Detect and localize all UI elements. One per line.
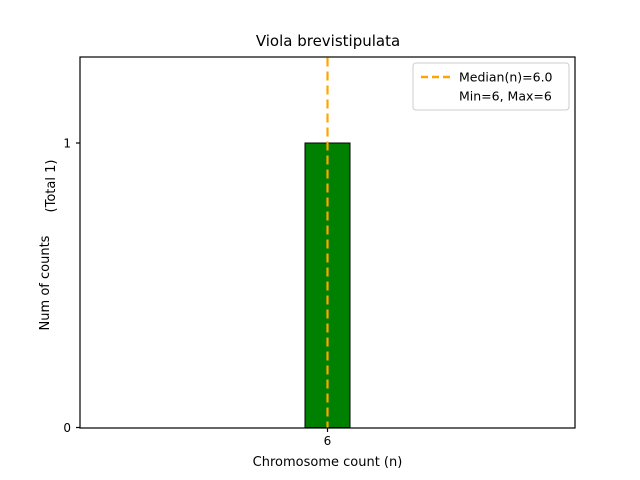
legend-entry-median: Median(n)=6.0 bbox=[459, 70, 553, 85]
ytick-label-0: 0 bbox=[63, 421, 71, 435]
ytick-label-1: 1 bbox=[63, 137, 71, 151]
chart-title: Viola brevistipulata bbox=[256, 32, 400, 50]
xtick-label-6: 6 bbox=[324, 434, 332, 448]
legend-box bbox=[412, 62, 570, 111]
x-axis-label: Chromosome count (n) bbox=[253, 455, 403, 470]
legend-entry-minmax: Min=6, Max=6 bbox=[459, 89, 552, 104]
y-axis-total-label: (Total 1) bbox=[44, 160, 59, 213]
legend: Median(n)=6.0 Min=6, Max=6 bbox=[412, 62, 570, 111]
y-axis-label: Num of counts bbox=[38, 235, 53, 330]
